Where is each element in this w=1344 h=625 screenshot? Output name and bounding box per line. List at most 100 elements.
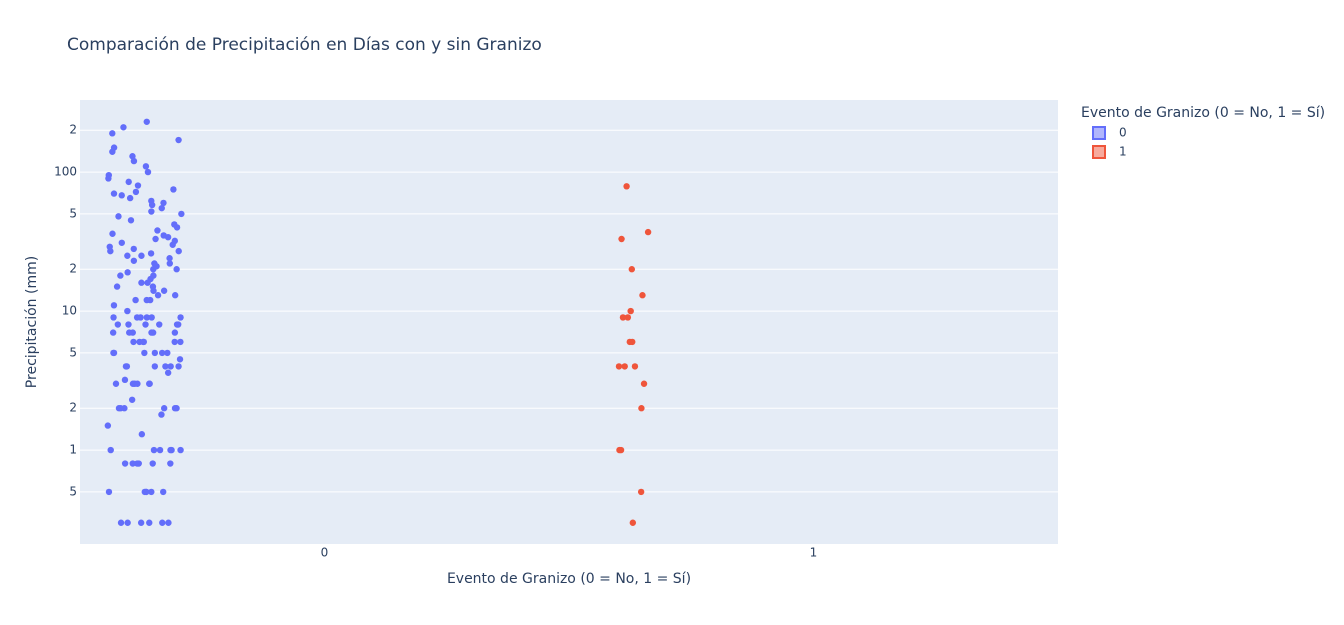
point <box>117 519 125 526</box>
point <box>640 380 648 387</box>
point <box>105 171 113 179</box>
point <box>156 321 163 328</box>
point <box>171 221 178 228</box>
point <box>644 228 652 236</box>
point <box>109 130 116 137</box>
point <box>110 190 118 197</box>
point <box>171 237 179 245</box>
point <box>151 349 159 357</box>
point <box>134 380 141 387</box>
point <box>621 363 628 370</box>
point <box>160 199 167 207</box>
legend-title: Evento de Granizo (0 = No, 1 = Sí) <box>1081 105 1325 121</box>
point <box>158 349 166 357</box>
point <box>164 349 171 357</box>
point <box>148 329 155 336</box>
y-tick-label: 5 <box>69 206 77 220</box>
point <box>638 405 645 412</box>
plot-area <box>80 100 1058 544</box>
point <box>152 235 159 243</box>
point <box>178 210 185 218</box>
y-tick-label: 5 <box>69 345 77 359</box>
point <box>175 363 182 370</box>
point <box>167 446 174 454</box>
point <box>154 227 161 234</box>
point <box>146 380 153 387</box>
point <box>148 197 155 205</box>
point <box>154 292 162 299</box>
point <box>618 235 625 243</box>
chart-title: Comparación de Precipitación en Días con… <box>67 35 542 55</box>
legend-label: 1 <box>1119 145 1127 159</box>
point <box>134 182 142 189</box>
point <box>175 136 182 144</box>
point <box>138 252 145 259</box>
point <box>177 446 184 454</box>
point <box>143 118 150 125</box>
point <box>135 460 142 467</box>
point <box>170 186 177 193</box>
grid <box>80 129 1058 493</box>
points <box>104 118 652 526</box>
point <box>123 363 131 370</box>
point <box>619 314 627 321</box>
point <box>118 192 125 199</box>
point <box>147 250 155 257</box>
point <box>110 302 118 309</box>
point <box>130 257 138 264</box>
point <box>150 272 157 279</box>
point <box>150 446 158 454</box>
y-tick-label: 2 <box>69 262 77 276</box>
point <box>160 405 168 412</box>
point <box>160 488 167 496</box>
point <box>144 279 151 286</box>
point <box>140 338 148 346</box>
point <box>117 272 124 279</box>
legend-swatch <box>1092 126 1106 140</box>
point <box>129 460 136 467</box>
y-axis-title: Precipitación (mm) <box>24 256 40 388</box>
point <box>623 183 630 190</box>
point <box>109 329 117 336</box>
point <box>158 411 165 418</box>
point <box>125 178 132 186</box>
point <box>171 405 179 412</box>
point <box>148 314 155 321</box>
point <box>175 321 182 328</box>
point <box>107 446 114 454</box>
point <box>615 363 623 370</box>
point <box>148 488 155 496</box>
point <box>151 363 159 370</box>
point <box>104 422 112 429</box>
point <box>110 349 118 357</box>
point <box>149 460 156 467</box>
x-tick-label: 0 <box>321 546 329 560</box>
point <box>124 307 131 315</box>
point <box>132 296 139 304</box>
point <box>146 296 154 304</box>
point <box>132 188 140 196</box>
point <box>112 380 120 387</box>
point <box>627 307 634 315</box>
point <box>130 245 137 253</box>
y-tick-label: 1 <box>69 443 77 457</box>
point <box>110 144 118 151</box>
point <box>110 314 117 321</box>
point <box>176 356 184 363</box>
point <box>125 321 132 328</box>
point <box>617 446 625 454</box>
point <box>160 287 168 294</box>
legend-swatch <box>1092 145 1106 159</box>
point <box>124 519 131 526</box>
point <box>120 124 127 131</box>
point <box>129 153 136 160</box>
point <box>162 363 169 370</box>
point <box>137 519 145 526</box>
point <box>114 321 122 328</box>
point <box>142 163 150 170</box>
x-tick-label: 1 <box>810 546 818 560</box>
y-tick-label: 5 <box>69 484 77 498</box>
point <box>166 260 173 267</box>
point <box>166 255 173 262</box>
